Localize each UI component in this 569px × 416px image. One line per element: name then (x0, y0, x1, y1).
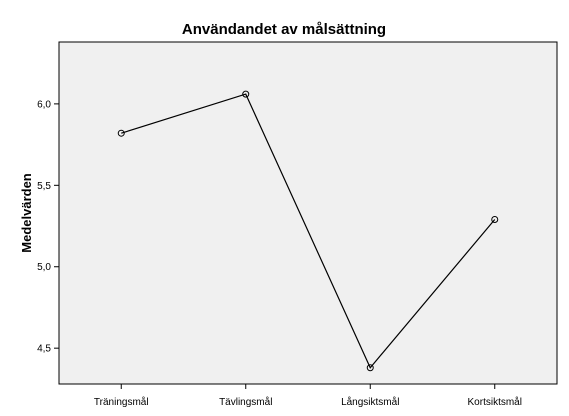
x-tick-label: Kortsiktsmål (468, 396, 522, 408)
y-axis: 4,5 5,0 5,5 6,0 (37, 99, 59, 355)
y-tick-label: 5,0 (37, 262, 51, 273)
y-tick-label: 5,5 (37, 181, 51, 192)
y-tick-label: 6,0 (37, 99, 51, 110)
data-point (366, 364, 374, 372)
x-tick-label: Träningsmål (94, 396, 149, 408)
series-line-group (117, 90, 499, 372)
data-point (491, 216, 499, 224)
x-axis: Träningsmål Tävlingsmål Långsiktsmål Kortsi… (94, 384, 522, 408)
chart-title: Användandet av målsättning (182, 21, 386, 38)
plot-area (58, 41, 558, 385)
y-axis-label: Medelvärden (19, 173, 34, 253)
y-tick-label: 4,5 (37, 344, 51, 355)
data-point (242, 90, 250, 98)
data-point (117, 129, 125, 137)
series-line (121, 93, 496, 369)
x-tick-label: Tävlingsmål (219, 396, 272, 408)
x-tick-label: Långsiktsmål (341, 396, 399, 408)
